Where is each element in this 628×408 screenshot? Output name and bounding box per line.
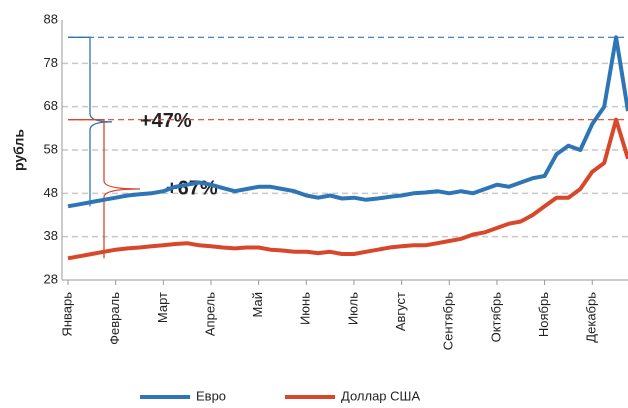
x-tick-label: Сентябрь [441, 292, 456, 350]
legend-label: Евро [196, 388, 226, 403]
x-tick-label: Апрель [202, 292, 217, 336]
series-line [67, 117, 628, 261]
y-tick-label: 48 [44, 185, 58, 200]
annotation: +47% [140, 110, 192, 132]
y-tick-label: 78 [44, 55, 58, 70]
x-tick-label: Ноябрь [536, 292, 551, 337]
legend-label: Доллар США [341, 388, 420, 403]
x-tick-label: Октябрь [488, 292, 503, 343]
y-tick-label: 58 [44, 141, 58, 156]
x-tick-label: Август [393, 292, 408, 331]
bracket [68, 119, 141, 259]
y-tick-label: 28 [44, 271, 58, 286]
x-tick-label: Январь [59, 292, 74, 337]
x-tick-label: Июнь [298, 292, 313, 325]
series-line [67, 35, 628, 209]
bracket [68, 36, 113, 207]
x-tick-label: Май [250, 292, 265, 317]
y-tick-label: 88 [44, 11, 58, 26]
x-tick-label: Февраль [107, 292, 122, 345]
y-tick-label: 38 [44, 228, 58, 243]
x-tick-label: Декабрь [584, 292, 599, 343]
y-axis-label: рубль [11, 129, 27, 171]
x-tick-label: Март [155, 292, 170, 323]
x-tick-label: Июль [345, 292, 360, 325]
y-tick-label: 68 [44, 98, 58, 113]
